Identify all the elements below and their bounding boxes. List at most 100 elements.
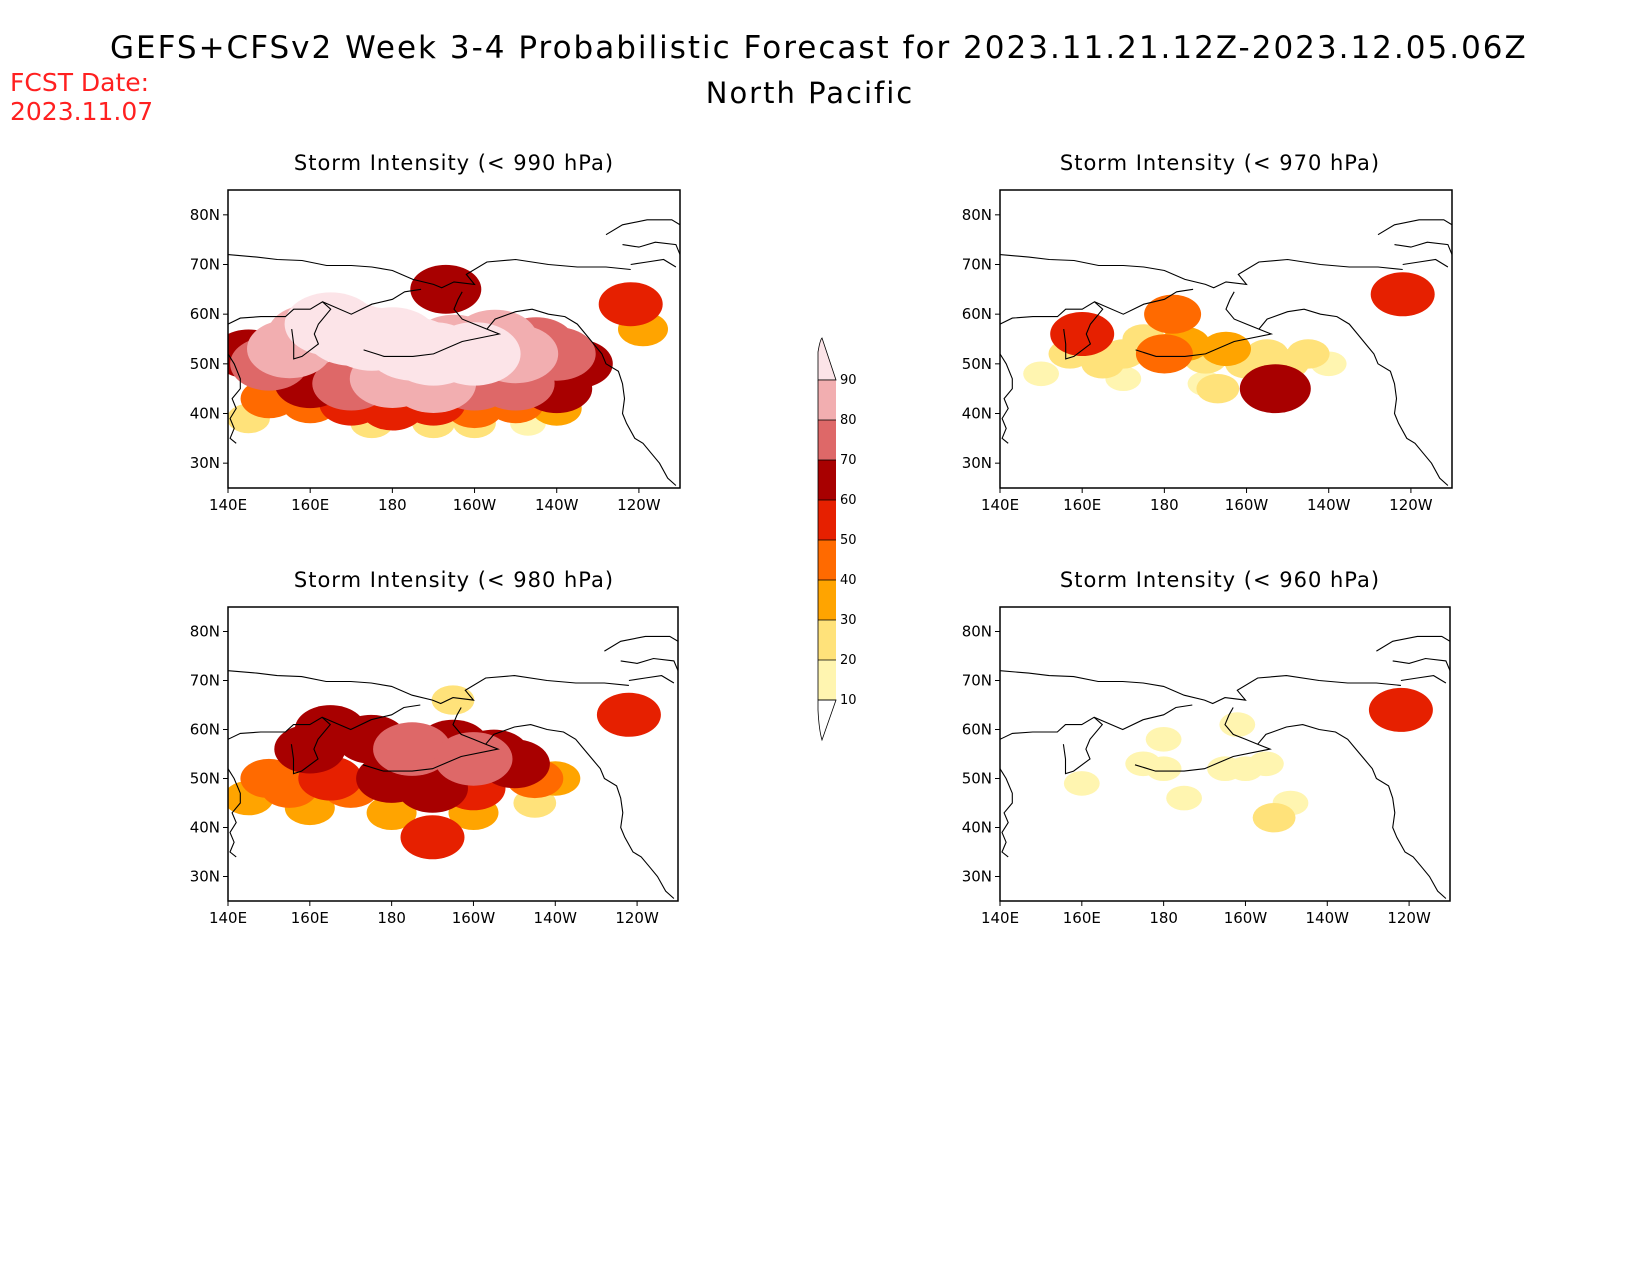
probability-cell xyxy=(1248,751,1284,777)
colorbar-segment xyxy=(818,620,836,660)
probability-cell xyxy=(373,722,452,776)
probability-cell xyxy=(598,282,663,327)
colorbar-bottom-arrow xyxy=(817,699,837,742)
lat-tick-label: 40N xyxy=(962,405,992,423)
coastline-segment xyxy=(1376,635,1450,652)
coastline-segment xyxy=(628,675,675,684)
lat-tick-label: 70N xyxy=(962,672,992,690)
coastline-segment xyxy=(363,291,502,357)
coastline-segment xyxy=(228,670,629,705)
coastline-segment xyxy=(486,308,677,486)
colorbar-segment xyxy=(818,380,836,420)
colorbar-label: 70 xyxy=(840,453,857,468)
colorbar-label: 50 xyxy=(840,533,857,548)
colorbar-segment xyxy=(818,500,836,540)
probability-cell xyxy=(1370,272,1435,317)
coastline-segment xyxy=(1000,670,1401,705)
lon-tick-label: 140W xyxy=(534,909,578,927)
coastline-segment xyxy=(1257,724,1447,899)
probability-field xyxy=(228,685,661,860)
coastline-segment xyxy=(605,219,680,236)
coastline-segment xyxy=(1000,768,1013,858)
probability-cell xyxy=(596,692,661,737)
probability-cell xyxy=(1166,785,1202,811)
lat-tick-label: 40N xyxy=(190,819,220,837)
probability-cell xyxy=(1239,364,1311,414)
panel-title: Storm Intensity (< 980 hPa) xyxy=(294,568,614,592)
lat-tick-label: 30N xyxy=(190,454,220,472)
coastline-segment xyxy=(1394,241,1452,255)
coastline-segment xyxy=(228,254,631,289)
lat-tick-label: 60N xyxy=(962,721,992,739)
coastline-segment xyxy=(1400,675,1447,684)
probability-cell xyxy=(1144,294,1202,334)
panel-980: Storm Intensity (< 980 hPa) 140E 160E 180 1… xyxy=(190,568,679,927)
probability-cell xyxy=(434,732,513,786)
coastline xyxy=(1000,635,1450,899)
lat-tick-label: 50N xyxy=(190,770,220,788)
lat-tick-label: 30N xyxy=(190,868,220,886)
coastline-segment xyxy=(362,707,500,772)
coastline-segment xyxy=(1000,353,1013,444)
colorbar-label: 40 xyxy=(840,573,857,588)
lat-tick-label: 50N xyxy=(962,770,992,788)
panel-960: Storm Intensity (< 960 hPa) 140E 160E 180 1… xyxy=(962,568,1451,927)
panel-990: Storm Intensity (< 990 hPa) 140E 160E 180 1… xyxy=(190,151,681,514)
lon-tick-label: 120W xyxy=(617,496,661,514)
probability-cell xyxy=(1219,712,1256,737)
lon-tick-label: 140E xyxy=(209,909,247,927)
lon-tick-label: 160E xyxy=(291,909,329,927)
coastline xyxy=(1000,219,1452,486)
coastline-segment xyxy=(228,301,332,360)
lat-tick-label: 60N xyxy=(962,305,992,323)
coastline-segment xyxy=(604,635,678,652)
colorbar-label: 20 xyxy=(840,653,857,668)
lon-tick-label: 160W xyxy=(1224,909,1268,927)
coastline-segment xyxy=(1402,258,1449,268)
lat-tick-label: 30N xyxy=(962,868,992,886)
colorbar-label: 60 xyxy=(840,493,857,508)
probability-cell xyxy=(1135,334,1193,374)
map-border xyxy=(999,189,1453,489)
coastline-segment xyxy=(1392,657,1450,671)
lat-tick-label: 30N xyxy=(962,454,992,472)
lon-tick-label: 180 xyxy=(1150,496,1179,514)
lon-tick-label: 160E xyxy=(1063,496,1101,514)
lon-tick-label: 160W xyxy=(452,909,496,927)
probability-cell xyxy=(1145,756,1182,781)
probability-field xyxy=(1063,687,1433,833)
colorbar: 10 20 30 40 50 60 70 80 90 xyxy=(817,337,857,742)
lat-tick-label: 50N xyxy=(962,355,992,373)
map-border xyxy=(999,606,1451,902)
figure-title: GEFS+CFSv2 Week 3-4 Probabilistic Foreca… xyxy=(110,30,1528,66)
colorbar-label: 80 xyxy=(840,413,857,428)
lon-tick-label: 140E xyxy=(981,496,1019,514)
coastline-segment xyxy=(1093,704,1193,731)
coastline-segment xyxy=(1000,301,1104,360)
probability-cell xyxy=(400,815,465,860)
coastline xyxy=(228,219,680,486)
colorbar-segment xyxy=(818,460,836,500)
forecast-date-block: FCST Date: 2023.11.07 xyxy=(10,68,153,126)
coastline-segment xyxy=(228,353,241,444)
colorbar-label: 90 xyxy=(840,373,857,388)
colorbar-label: 30 xyxy=(840,613,857,628)
forecast-date-label: FCST Date: xyxy=(10,68,150,97)
coastline-segment xyxy=(1377,219,1452,236)
lat-tick-label: 70N xyxy=(962,256,992,274)
map-frame: 140E 160E 180 160W 140W 120W 80N 70N 60N 50N 40N 30… xyxy=(962,189,1453,514)
map-frame: 140E 160E 180 160W 140W 120W 80N 70N 60N 50N 40N 30… xyxy=(190,189,681,514)
coastline-segment xyxy=(1258,308,1449,486)
lon-tick-label: 160E xyxy=(1063,909,1101,927)
lat-tick-label: 70N xyxy=(190,672,220,690)
probability-cell xyxy=(1201,331,1251,367)
probability-cell xyxy=(1145,727,1182,752)
probability-cell xyxy=(428,322,521,386)
probability-cell xyxy=(1196,374,1240,404)
map-background xyxy=(1000,607,1450,901)
colorbar-segment xyxy=(818,540,836,580)
coastline-segment xyxy=(620,657,678,671)
panel-title: Storm Intensity (< 970 hPa) xyxy=(1060,151,1380,175)
probability-cell xyxy=(1023,361,1059,387)
map-border xyxy=(227,189,681,489)
